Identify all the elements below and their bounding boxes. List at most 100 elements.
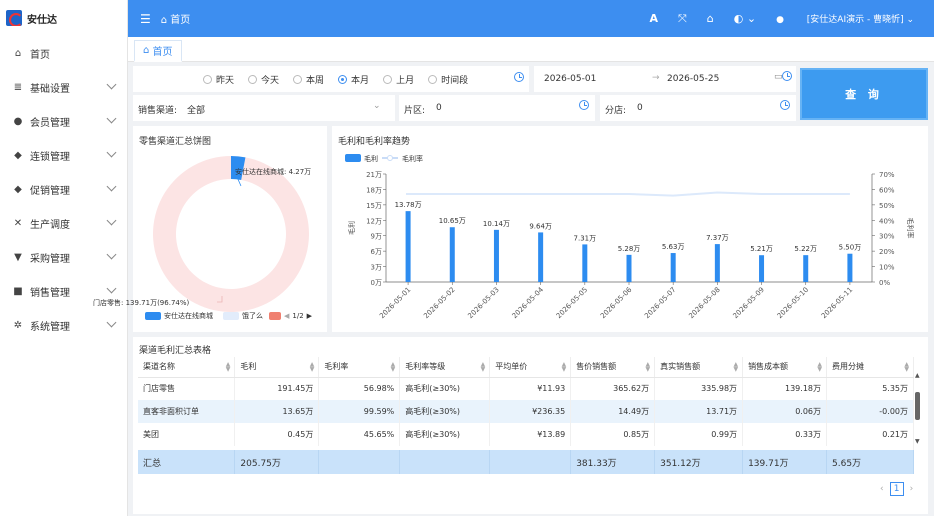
table-row[interactable]: 美团 0.45万 45.65% 高毛利(≥30%) ¥13.89 0.85万 0.99万 0.… <box>138 423 914 446</box>
sort-icon[interactable]: ▲ ▼ <box>480 361 486 373</box>
sort-icon[interactable]: ▲ ▼ <box>309 361 315 373</box>
period-radio[interactable]: 今天 <box>248 73 279 86</box>
summary-cell: 205.75万 <box>234 450 320 474</box>
column-header[interactable]: 毛利率等级 ▲ ▼ <box>399 357 491 378</box>
column-header[interactable]: 真实销售额 ▲ ▼ <box>654 357 744 378</box>
x-tick-label: 2026-05-01 <box>378 286 412 320</box>
clock-icon[interactable] <box>782 71 792 81</box>
prev-page-icon[interactable]: ‹ <box>880 484 884 494</box>
radio-icon[interactable] <box>338 74 348 84</box>
date-start[interactable]: 2026-05-01 <box>544 74 597 84</box>
sidebar-item[interactable]: ✲ 系统管理 <box>0 308 127 342</box>
column-header[interactable]: 费用分摊 ▲ ▼ <box>826 357 914 378</box>
column-header[interactable]: 销售成本额 ▲ ▼ <box>742 357 827 378</box>
period-radio[interactable]: 时间段 <box>428 73 468 86</box>
legend-item[interactable]: 饿了么 <box>242 312 263 320</box>
cart-icon: ■ <box>13 285 23 297</box>
store-input[interactable]: 0 <box>637 103 643 113</box>
table-row[interactable]: 直客非面积订单 13.65万 99.59% 高毛利(≥30%) ¥236.35 14.49… <box>138 400 914 423</box>
sidebar-item[interactable]: ≣ 基础设置 <box>0 70 127 104</box>
radio-icon[interactable] <box>293 74 303 84</box>
tools-icon: ✕ <box>13 217 23 229</box>
query-button[interactable]: 查 询 <box>800 68 928 120</box>
sidebar-item[interactable]: ✕ 生产调度 <box>0 206 127 240</box>
x-tick-label: 2026-05-02 <box>422 286 456 320</box>
period-radio[interactable]: 本周 <box>293 73 324 86</box>
channel-filter[interactable]: 销售渠道: 全部 ⌄ <box>133 95 395 121</box>
table-scrollbar[interactable]: ▲ ▼ <box>915 372 920 452</box>
clock-icon[interactable] <box>514 72 524 82</box>
sort-icon[interactable]: ▲ ▼ <box>561 361 567 373</box>
user-menu[interactable]: ● [安仕达AI演示 - 曹晓忻] ⌄ <box>776 15 914 25</box>
home-icon[interactable]: ⌂ <box>706 12 714 25</box>
column-header[interactable]: 渠道名称 ▲ ▼ <box>138 357 236 378</box>
y2-tick-label: 30% <box>879 233 895 241</box>
pie-slice[interactable] <box>231 156 246 180</box>
column-header[interactable]: 毛利率 ▲ ▼ <box>318 357 401 378</box>
legend-item[interactable]: 安仕达在线商城 <box>164 312 213 320</box>
trend-card: 毛利和毛利率趋势 毛利 毛利率 0万 3万 6万 9万 12万 15万 18万 21万 0% 10% 2… <box>332 126 928 332</box>
sidebar-item[interactable]: ⌂ 首页 <box>0 36 127 70</box>
legend-prev-icon[interactable]: ◀ <box>284 312 290 320</box>
period-radio[interactable]: 本月 <box>338 73 369 86</box>
profit-bar <box>847 253 853 282</box>
sort-icon[interactable]: ▲ ▼ <box>645 361 651 373</box>
bar-data-label: 7.31万 <box>574 234 597 242</box>
summary-cell <box>318 450 401 474</box>
period-radio[interactable]: 昨天 <box>203 73 234 86</box>
area-filter[interactable]: 片区: 0 <box>399 95 595 121</box>
chevron-down-icon <box>106 113 117 124</box>
sort-icon[interactable]: ▲ ▼ <box>390 361 396 373</box>
theme-icon[interactable]: ◐ ⌄ <box>733 12 757 25</box>
sidebar-item[interactable]: ■ 销售管理 <box>0 274 127 308</box>
period-radio[interactable]: 上月 <box>383 73 414 86</box>
page-number[interactable]: 1 <box>889 482 904 496</box>
date-range[interactable]: 2026-05-01 → 2026-05-25 ▭ <box>534 66 796 92</box>
summary-cell: 5.65万 <box>826 450 914 474</box>
clock-icon[interactable] <box>780 100 790 110</box>
x-tick-label: 2026-05-05 <box>555 286 589 320</box>
y-tick-label: 15万 <box>366 202 382 210</box>
menu-toggle-icon[interactable]: ☰ <box>140 11 151 26</box>
radio-icon[interactable] <box>248 74 258 84</box>
summary-cell: 汇总 <box>138 450 236 474</box>
column-header[interactable]: 毛利 ▲ ▼ <box>234 357 320 378</box>
radio-icon[interactable] <box>383 74 393 84</box>
profit-bar <box>449 227 455 282</box>
period-label: 时间段 <box>441 75 469 86</box>
topbar-home[interactable]: ⌂ 首页 <box>160 15 191 26</box>
sort-icon[interactable]: ▲ ▼ <box>817 361 822 373</box>
legend-next-icon[interactable]: ▶ <box>306 312 313 320</box>
sidebar-item[interactable]: ◆ 促销管理 <box>0 172 127 206</box>
fullscreen-icon[interactable]: ⤧ <box>677 11 687 25</box>
store-filter[interactable]: 分店: 0 <box>600 95 796 121</box>
tab-home[interactable]: ⌂ 首页 <box>134 40 182 62</box>
font-size-icon[interactable]: A <box>649 12 658 25</box>
logo: 安仕达 <box>0 0 127 36</box>
bar-data-label: 10.65万 <box>439 217 466 225</box>
channel-select[interactable]: 全部 <box>187 106 206 116</box>
table-row[interactable]: 门店零售 191.45万 56.98% 高毛利(≥30%) ¥11.93 365.62万 3… <box>138 377 914 400</box>
next-page-icon[interactable]: › <box>909 484 914 494</box>
column-header[interactable]: 平均单价 ▲ ▼ <box>489 357 572 378</box>
sidebar-item[interactable]: ▼ 采购管理 <box>0 240 127 274</box>
home-icon: ⌂ <box>14 47 22 59</box>
calendar-icon[interactable]: ▭ <box>774 72 783 82</box>
area-input[interactable]: 0 <box>436 103 442 113</box>
column-header[interactable]: 售价销售额 ▲ ▼ <box>570 357 656 378</box>
clock-icon[interactable] <box>579 100 589 110</box>
table-cell: 门店零售 <box>138 377 236 400</box>
radio-icon[interactable] <box>428 74 438 84</box>
sort-icon[interactable]: ▲ ▼ <box>733 361 739 373</box>
radio-icon[interactable] <box>203 74 212 84</box>
sort-icon[interactable]: ▲ ▼ <box>904 361 909 373</box>
sidebar-item[interactable]: ◆ 连锁管理 <box>0 138 127 172</box>
table-cell: 56.98% <box>318 377 401 400</box>
date-end[interactable]: 2026-05-25 <box>667 74 720 84</box>
chevron-down-icon[interactable]: ⌄ <box>373 101 381 111</box>
chevron-down-icon <box>106 283 117 294</box>
sort-icon[interactable]: ▲ ▼ <box>225 361 231 373</box>
sidebar-item[interactable]: ● 会员管理 <box>0 104 127 138</box>
pie-slice[interactable] <box>153 156 309 312</box>
table-cell: ¥11.93 <box>489 377 572 400</box>
